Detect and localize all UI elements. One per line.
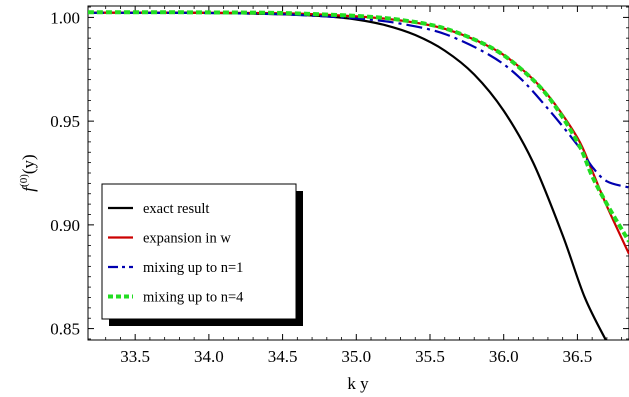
y-axis-label: f(0)(y) xyxy=(18,154,38,191)
x-tick-label: 34.0 xyxy=(194,347,224,366)
y-tick-label: 0.85 xyxy=(50,320,80,339)
x-axis-ticks: 33.5 34.0 34.5 35.0 35.5 36.0 36.5 xyxy=(105,6,623,366)
legend-items: exact result expansion in w mixing up to n… xyxy=(108,201,244,306)
x-tick-label: 35.0 xyxy=(341,347,371,366)
x-tick-label: 33.5 xyxy=(120,347,150,366)
x-tick-label: 35.5 xyxy=(415,347,445,366)
legend-label-0: exact result xyxy=(143,201,209,217)
legend-label-3: mixing up to n=4 xyxy=(143,290,244,306)
x-tick-label: 36.0 xyxy=(489,347,519,366)
y-tick-label: 0.95 xyxy=(50,112,80,131)
series-line-3 xyxy=(88,10,629,243)
legend-box xyxy=(101,183,297,320)
legend-label-1: expansion in w xyxy=(143,231,231,247)
legend: exact result expansion in w mixing up to n… xyxy=(101,183,303,326)
y-tick-label: 0.90 xyxy=(50,216,80,235)
legend-label-2: mixing up to n=1 xyxy=(143,260,243,276)
y-tick-label: 1.00 xyxy=(50,8,80,27)
y-axis-label-sup: (0) xyxy=(18,174,30,187)
x-tick-label: 34.5 xyxy=(268,347,298,366)
y-axis-label-main: f xyxy=(19,185,38,192)
y-axis-ticks: 0.85 0.90 0.95 1.00 xyxy=(50,6,629,340)
x-tick-label: 36.5 xyxy=(563,347,593,366)
x-axis-label: k y xyxy=(347,374,369,393)
series-layer xyxy=(88,10,629,340)
y-axis-label-tail: (y) xyxy=(19,154,38,174)
series-line-2 xyxy=(88,11,629,189)
